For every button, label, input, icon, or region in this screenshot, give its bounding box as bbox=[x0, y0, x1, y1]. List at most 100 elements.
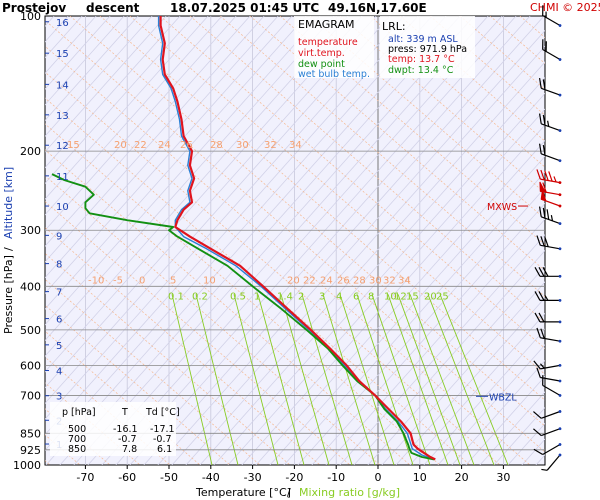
reference-line bbox=[550, 16, 600, 465]
wind-barb-base bbox=[558, 363, 562, 367]
mixing-ratio-label: 2 bbox=[298, 291, 304, 302]
wind-barb-pennant bbox=[540, 189, 547, 202]
reference-line bbox=[592, 16, 600, 465]
reference-line bbox=[157, 29, 545, 465]
wind-barb-base bbox=[558, 204, 562, 208]
table-cell: 850 bbox=[68, 444, 86, 455]
dry-adiabat-line bbox=[45, 201, 351, 465]
reference-line bbox=[73, 16, 475, 465]
wind-barb-flag bbox=[538, 267, 545, 277]
sounding-mode: descent bbox=[86, 1, 140, 15]
x-axis-title-mixing: Mixing ratio [g/kg] bbox=[299, 486, 400, 499]
wind-barb-base bbox=[558, 453, 562, 457]
wind-barb-flag bbox=[544, 170, 549, 181]
mixing-ratio-line bbox=[409, 294, 475, 465]
reference-line bbox=[45, 16, 209, 200]
pressure-tick-label: 400 bbox=[20, 280, 41, 293]
wind-barb bbox=[536, 367, 562, 383]
mixing-ratio-label: 1.4 bbox=[277, 291, 293, 302]
dry-adiabat-line bbox=[45, 227, 321, 465]
mixing-ratio-line bbox=[280, 294, 330, 465]
wind-barb-base bbox=[558, 320, 562, 324]
reference-line bbox=[451, 360, 545, 465]
lrl-temp: temp: 13.7 °C bbox=[388, 54, 455, 65]
mixing-ratio-line bbox=[397, 294, 461, 465]
wind-barb bbox=[542, 5, 562, 27]
wind-barb bbox=[540, 189, 562, 208]
dry-adiabat-label: 26 bbox=[337, 275, 350, 286]
pressure-tick-label: 500 bbox=[20, 324, 41, 337]
mixing-ratio-line bbox=[371, 294, 431, 465]
reference-line bbox=[297, 187, 545, 465]
reference-line bbox=[45, 16, 279, 279]
wind-barb-flag bbox=[540, 236, 545, 247]
dry-adiabat-label: 28 bbox=[210, 140, 223, 151]
wind-barb-base bbox=[558, 410, 562, 413]
wind-barb-half-flag bbox=[544, 295, 549, 301]
wind-barb-flag bbox=[542, 79, 546, 90]
wind-barb-flag bbox=[533, 448, 543, 456]
reference-line bbox=[0, 16, 12, 465]
x-axis-title: Temperature [°C] bbox=[195, 486, 291, 499]
reference-line bbox=[45, 16, 293, 294]
wind-barb-base bbox=[558, 443, 562, 446]
pressure-tick-label: 300 bbox=[20, 224, 41, 237]
wind-barb-flag bbox=[534, 291, 541, 301]
altitude-tick-label: 6 bbox=[56, 315, 62, 326]
reference-line bbox=[45, 16, 125, 106]
altitude-tick-label: 16 bbox=[56, 18, 69, 29]
wind-barb-base bbox=[558, 222, 562, 226]
wind-barb-half-flag bbox=[541, 468, 548, 471]
wind-barb-base bbox=[558, 379, 562, 383]
mixing-ratio-label: 6 bbox=[353, 291, 359, 302]
altitude-tick-label: 4 bbox=[56, 367, 62, 378]
pressure-tick-label: 100 bbox=[20, 10, 41, 23]
wind-barb bbox=[538, 113, 562, 133]
mixing-ratio-label: 1 bbox=[254, 291, 260, 302]
mixing-ratio-label: 0.5 bbox=[230, 291, 246, 302]
mxws-marker-label: MXWS bbox=[487, 202, 517, 213]
wind-barb-flag bbox=[536, 169, 541, 180]
dry-adiabat-line bbox=[45, 304, 231, 465]
mixing-ratio-label: 10 bbox=[384, 291, 397, 302]
wind-barb bbox=[534, 291, 562, 302]
pressure-tick-label: 1000 bbox=[13, 459, 41, 472]
dry-adiabat-label: 24 bbox=[320, 275, 333, 286]
dry-adiabat-label: 22 bbox=[303, 275, 316, 286]
wind-barb-flag bbox=[540, 169, 545, 181]
reference-line bbox=[409, 312, 545, 465]
x-tick-label: 20 bbox=[455, 471, 469, 484]
x-tick-label: -20 bbox=[285, 471, 303, 484]
wind-barb-flag bbox=[546, 209, 550, 220]
wind-barb bbox=[538, 143, 562, 163]
wind-barb-flag bbox=[542, 5, 544, 16]
wind-barb-flag bbox=[538, 77, 542, 89]
mixing-ratio-line bbox=[195, 294, 239, 465]
dry-adiabat-label: 20 bbox=[114, 140, 127, 151]
reference-line bbox=[241, 124, 545, 465]
reference-line bbox=[45, 16, 405, 420]
wind-barb-base bbox=[558, 339, 562, 343]
altitude-tick-label: 13 bbox=[56, 111, 69, 122]
dry-adiabat-line bbox=[45, 97, 471, 465]
wind-barb-base bbox=[558, 427, 562, 431]
wind-barb-base bbox=[558, 181, 562, 185]
mixing-ratio-label: 8 bbox=[368, 291, 374, 302]
dry-adiabat-line bbox=[550, 16, 600, 465]
wind-barb-base bbox=[558, 274, 562, 278]
wind-barbs-layer bbox=[533, 5, 562, 471]
reference-line bbox=[367, 265, 545, 465]
mixing-ratio-line bbox=[439, 294, 509, 465]
dry-adiabat-line bbox=[99, 16, 545, 401]
wind-barb-staff bbox=[542, 443, 561, 456]
wind-barb-half-flag bbox=[545, 11, 547, 18]
wind-barb-base bbox=[558, 193, 562, 197]
reference-line bbox=[45, 16, 265, 263]
reference-line bbox=[45, 16, 433, 452]
dry-adiabat-label: 34 bbox=[398, 275, 411, 286]
dry-adiabat-line bbox=[45, 175, 381, 465]
legend: EMAGRAM temperature virt.temp. dew point… bbox=[294, 16, 374, 80]
wind-barb-staff bbox=[540, 376, 561, 382]
reference-line bbox=[339, 234, 545, 465]
